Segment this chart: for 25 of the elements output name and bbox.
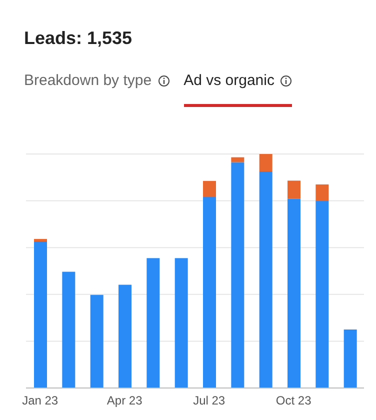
bar <box>259 154 272 172</box>
bar <box>146 258 160 388</box>
x-tick-label: Oct 23 <box>276 394 312 408</box>
bar <box>90 294 104 388</box>
bar <box>344 330 357 388</box>
bar <box>62 272 76 388</box>
bar <box>34 242 47 388</box>
bar <box>316 184 329 202</box>
x-tick-label: Apr 23 <box>106 394 143 408</box>
bar <box>316 201 329 388</box>
x-tick-label: Jan 23 <box>22 394 58 408</box>
bar <box>118 284 132 388</box>
bar <box>259 172 272 388</box>
bar <box>174 258 188 388</box>
text: Breakdown by type <box>24 72 152 89</box>
bar <box>231 162 244 388</box>
text: Ad vs organic <box>184 72 274 89</box>
bar <box>288 198 300 388</box>
bar <box>203 180 216 198</box>
bar <box>203 197 216 388</box>
bar <box>288 180 300 199</box>
bar <box>231 157 244 162</box>
x-tick-label: Jul 23 <box>193 394 226 408</box>
bar <box>34 238 47 242</box>
chart-title: Leads: 1,535 <box>24 28 132 49</box>
